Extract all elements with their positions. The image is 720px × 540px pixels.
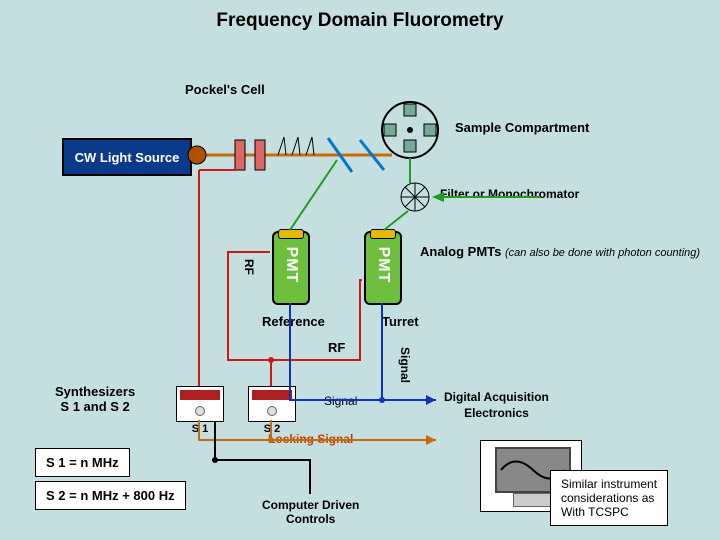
synth-display-icon xyxy=(180,390,220,400)
synth-display-icon xyxy=(252,390,292,400)
signal-vertical-label: Signal xyxy=(398,347,412,383)
pmt-signal: PMT xyxy=(364,231,402,305)
synthesizer-s2: S 2 xyxy=(248,386,296,422)
synth-knob-icon xyxy=(267,406,277,416)
s1-definition: S 1 = n MHz xyxy=(35,448,130,477)
s2-definition: S 2 = n MHz + 800 Hz xyxy=(35,481,186,510)
synth-knob-icon xyxy=(195,406,205,416)
rf1-vertical-label: RF xyxy=(242,259,256,275)
filter-label: Filter or Monochromator xyxy=(440,187,579,201)
turret-label: Turret xyxy=(382,314,419,329)
similar-note: Similar instrument considerations as Wit… xyxy=(550,470,668,526)
synthesizers-label: Synthesizers S 1 and S 2 xyxy=(55,384,135,414)
pmt-cap-icon xyxy=(278,229,304,239)
page-title: Frequency Domain Fluorometry xyxy=(0,10,720,32)
signal-label: Signal xyxy=(324,394,357,408)
synthesizer-s1: S 1 xyxy=(176,386,224,422)
daq-label: Digital Acquisition Electronics xyxy=(444,390,549,421)
base-icon xyxy=(513,493,551,507)
reference-label: Reference xyxy=(262,314,325,329)
sample-compartment-label: Sample Compartment xyxy=(455,120,589,135)
pmt-cap-icon xyxy=(370,229,396,239)
computer-controls-label: Computer Driven Controls xyxy=(262,498,359,526)
analog-pmts-label: Analog PMTs (can also be done with photo… xyxy=(420,244,700,259)
rf2-label: RF xyxy=(328,340,345,355)
cw-light-source: CW Light Source xyxy=(62,138,192,176)
pmt-reference: PMT xyxy=(272,231,310,305)
pockels-label: Pockel's Cell xyxy=(185,82,265,97)
